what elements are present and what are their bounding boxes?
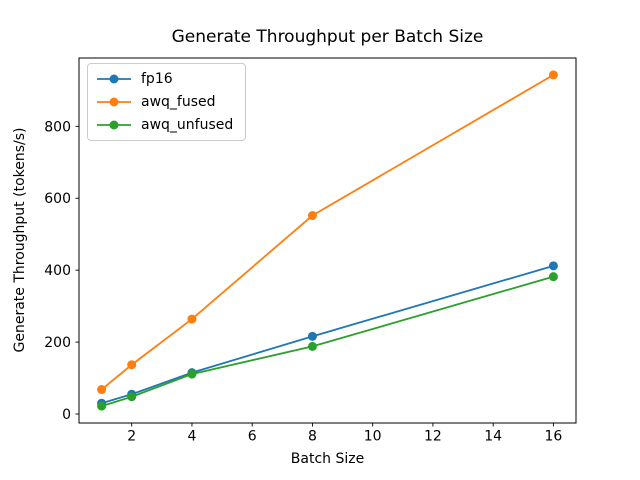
data-point-awq_unfused bbox=[307, 341, 317, 351]
legend-label-awq_unfused: awq_unfused bbox=[141, 117, 234, 133]
data-point-awq_unfused bbox=[97, 401, 107, 411]
x-tick-label: 4 bbox=[187, 429, 196, 445]
legend-marker-awq_fused bbox=[97, 97, 131, 107]
legend-label-awq_fused: awq_fused bbox=[141, 94, 216, 110]
data-point-awq_fused bbox=[127, 360, 137, 370]
legend-marker-awq_unfused bbox=[97, 120, 131, 130]
data-point-awq_fused bbox=[97, 385, 107, 395]
data-point-awq_unfused bbox=[127, 392, 137, 402]
data-point-awq_unfused bbox=[187, 369, 197, 379]
y-tick-label: 800 bbox=[44, 119, 71, 135]
legend-label-fp16: fp16 bbox=[141, 71, 173, 87]
x-tick-label: 14 bbox=[484, 429, 502, 445]
x-tick-label: 2 bbox=[127, 429, 136, 445]
series-line-awq_unfused bbox=[101, 275, 554, 407]
x-tick-label: 10 bbox=[364, 429, 382, 445]
data-point-awq_fused bbox=[548, 70, 558, 80]
legend-item-fp16: fp16 bbox=[96, 69, 233, 89]
data-point-awq_unfused bbox=[548, 272, 558, 282]
x-tick-label: 12 bbox=[424, 429, 442, 445]
x-axis-label: Batch Size bbox=[290, 451, 365, 467]
data-point-fp16 bbox=[548, 261, 558, 271]
y-tick-label: 400 bbox=[44, 263, 71, 279]
y-tick-label: 0 bbox=[62, 407, 71, 423]
legend: fp16 awq_fused awq_unfused bbox=[87, 63, 247, 141]
y-tick-label: 200 bbox=[44, 335, 71, 351]
legend-item-awq_fused: awq_fused bbox=[96, 92, 233, 112]
x-tick-label: 8 bbox=[308, 429, 317, 445]
data-point-awq_fused bbox=[307, 211, 317, 221]
legend-marker-fp16 bbox=[97, 74, 131, 84]
data-point-fp16 bbox=[307, 331, 317, 341]
y-tick-label: 600 bbox=[44, 191, 71, 207]
x-tick-label: 6 bbox=[248, 429, 257, 445]
x-tick-label: 16 bbox=[544, 429, 562, 445]
axes-frame bbox=[78, 57, 577, 424]
data-point-awq_fused bbox=[187, 314, 197, 324]
chart-title: Generate Throughput per Batch Size bbox=[171, 27, 484, 47]
legend-item-awq_unfused: awq_unfused bbox=[96, 115, 233, 135]
